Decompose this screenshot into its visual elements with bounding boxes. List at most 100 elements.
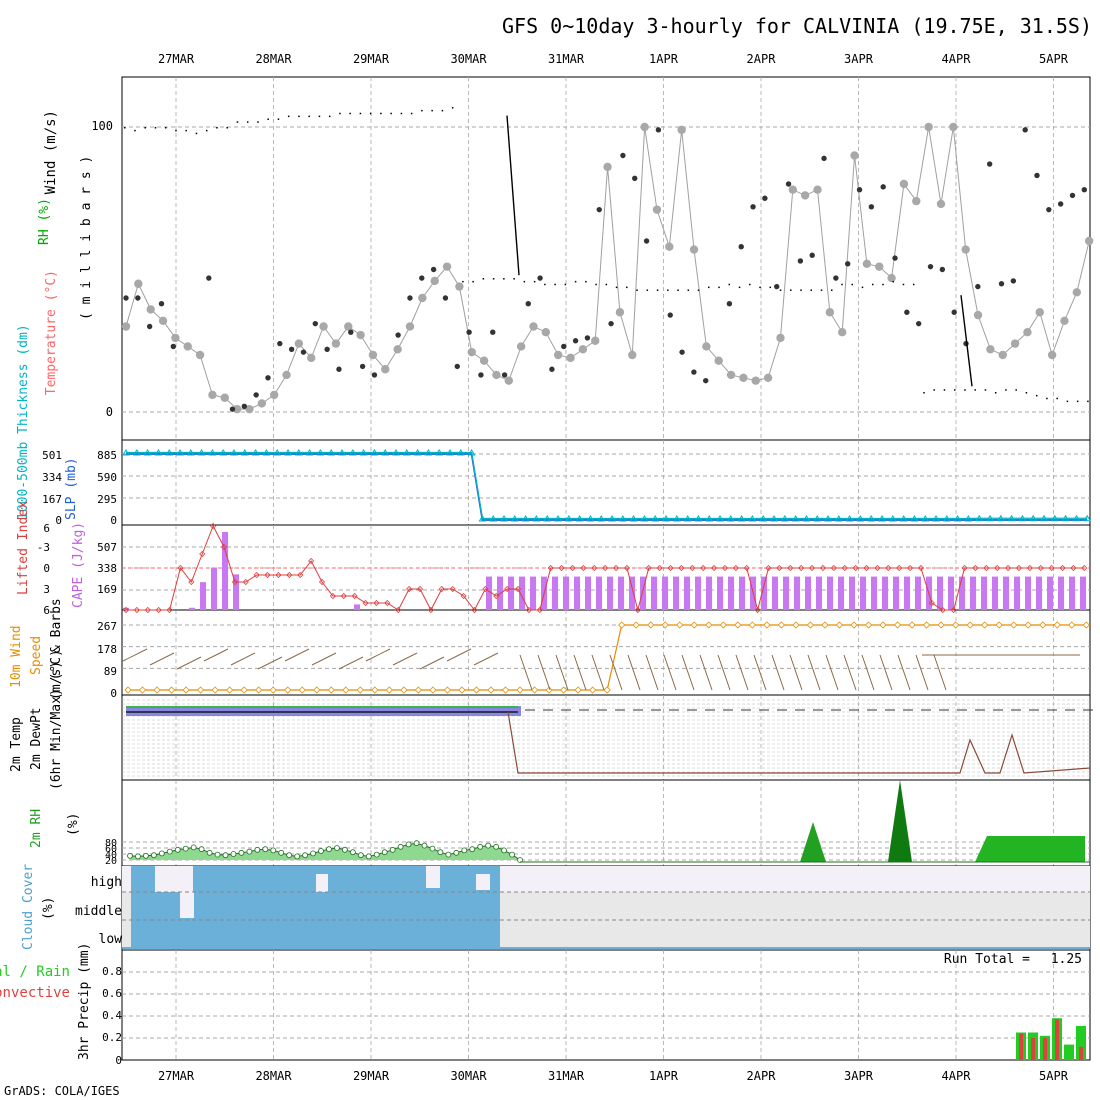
wind-speed-marker: [705, 621, 713, 629]
upper-wind-dot: [451, 107, 454, 109]
upper-dark-point: [679, 349, 685, 355]
precip-conv-bar: [1043, 1038, 1047, 1060]
thickness-marker: [176, 449, 184, 456]
rh2m-marker: [326, 846, 332, 853]
wind-barb: [699, 654, 713, 691]
upper-wind-dot: [810, 289, 813, 291]
thickness-marker: [910, 515, 919, 522]
wind-barb: [573, 654, 587, 691]
upper-wind-dot: [667, 289, 669, 291]
upper-dark-point: [265, 375, 271, 381]
thickness-marker: [1050, 514, 1059, 522]
cape-panel-marks: [122, 522, 1090, 614]
wind-speed-label: Speed: [29, 636, 44, 675]
wind-speed-marker: [1053, 621, 1061, 629]
upper-dark-point: [288, 346, 295, 352]
thickness-marker: [424, 449, 433, 456]
wind-speed-marker: [1024, 621, 1032, 629]
li-marker: [482, 585, 489, 593]
wind-barb: [591, 654, 605, 691]
temp-panel-marks: [122, 699, 1093, 777]
upper-gray-point: [936, 199, 946, 209]
rh2m-area-late: [975, 836, 1085, 862]
li-tick-3: 3: [43, 583, 50, 596]
cape-bar: [519, 576, 526, 610]
cape-bar: [508, 576, 515, 610]
top-date-label: 30MAR: [450, 52, 487, 66]
li-marker: [340, 592, 347, 600]
upper-gray-point: [442, 262, 452, 271]
cape-bar: [849, 576, 856, 610]
thickness-marker: [348, 449, 357, 456]
wind-speed-marker: [284, 686, 292, 694]
wind-barb: [203, 648, 229, 662]
upper-gray-point: [257, 399, 267, 408]
thickness-marker: [219, 449, 228, 456]
cape-bar: [970, 576, 977, 610]
upper-dark-point: [430, 266, 437, 273]
upper-wind-dot: [851, 283, 853, 286]
upper-gray-point: [455, 282, 464, 291]
thickness-marker: [975, 514, 984, 522]
li-marker: [819, 564, 827, 572]
upper-wind-label: Wind (m/s): [43, 110, 59, 194]
li-marker: [155, 606, 162, 614]
upper-dark-point: [300, 349, 307, 355]
rh2m-marker: [469, 846, 476, 853]
wind-speed-marker: [676, 621, 684, 629]
cape-bar: [871, 576, 878, 610]
cape-bar: [717, 576, 724, 610]
wind-barb: [807, 654, 821, 691]
rh2m-marker: [445, 851, 452, 858]
li-marker: [438, 585, 445, 593]
li-marker: [634, 606, 641, 614]
li-tick-0: 0: [43, 562, 50, 575]
thickness-marker: [1040, 514, 1048, 522]
li-marker: [471, 606, 478, 614]
wind-speed-marker: [937, 621, 945, 629]
bottom-date-label: 1APR: [649, 1069, 679, 1083]
rh2m-marker: [461, 847, 468, 854]
upper-dark-point: [584, 335, 591, 341]
wind-tick-178: 178: [97, 643, 117, 656]
thickness-marker: [867, 515, 876, 522]
cape-bar: [200, 582, 207, 610]
thickness-panel-marks: [122, 449, 1092, 522]
wind-speed-marker: [124, 686, 132, 694]
slp-label: SLP (mb): [64, 457, 79, 520]
cloud-gap: [316, 874, 328, 892]
li-marker: [308, 557, 315, 565]
upper-wind-dot: [841, 283, 843, 286]
wind-barb: [771, 654, 785, 691]
rh2m-tick-40: 40: [105, 850, 117, 861]
upper-wind-dot: [615, 286, 618, 289]
thickness-marker: [165, 449, 174, 456]
thickness-marker: [996, 514, 1005, 522]
rh2m-marker: [349, 849, 356, 856]
li-marker: [743, 564, 750, 572]
thickness-marker: [586, 515, 595, 522]
thickness-tick-334: 334: [42, 471, 62, 484]
thickness-marker: [575, 515, 584, 522]
cape-bar: [563, 576, 570, 610]
li-marker: [852, 564, 859, 572]
wind-barb: [717, 654, 731, 691]
wind-speed-marker: [864, 621, 873, 629]
li-marker: [1026, 564, 1033, 572]
thickness-marker: [402, 449, 411, 456]
cape-bar: [959, 576, 966, 610]
thickness-tick-167: 167: [42, 493, 62, 506]
cape-bar: [915, 576, 922, 610]
upper-dark-point: [490, 329, 496, 335]
cape-panel-labels: Lifted Index CAPE (J/kg) 6 -3 0 3 6 507 …: [16, 501, 117, 617]
upper-dark-point: [774, 283, 780, 290]
cape-bar: [585, 576, 592, 610]
li-marker: [994, 564, 1001, 572]
wind-barbs-label: (m/s) & Barbs: [49, 598, 64, 700]
cape-bar: [596, 576, 603, 610]
cape-bar: [574, 576, 581, 610]
wind-barb: [753, 654, 767, 691]
upper-wind-dot: [677, 289, 679, 291]
wind-speed-marker: [777, 621, 785, 629]
top-date-label: 5APR: [1039, 52, 1069, 66]
